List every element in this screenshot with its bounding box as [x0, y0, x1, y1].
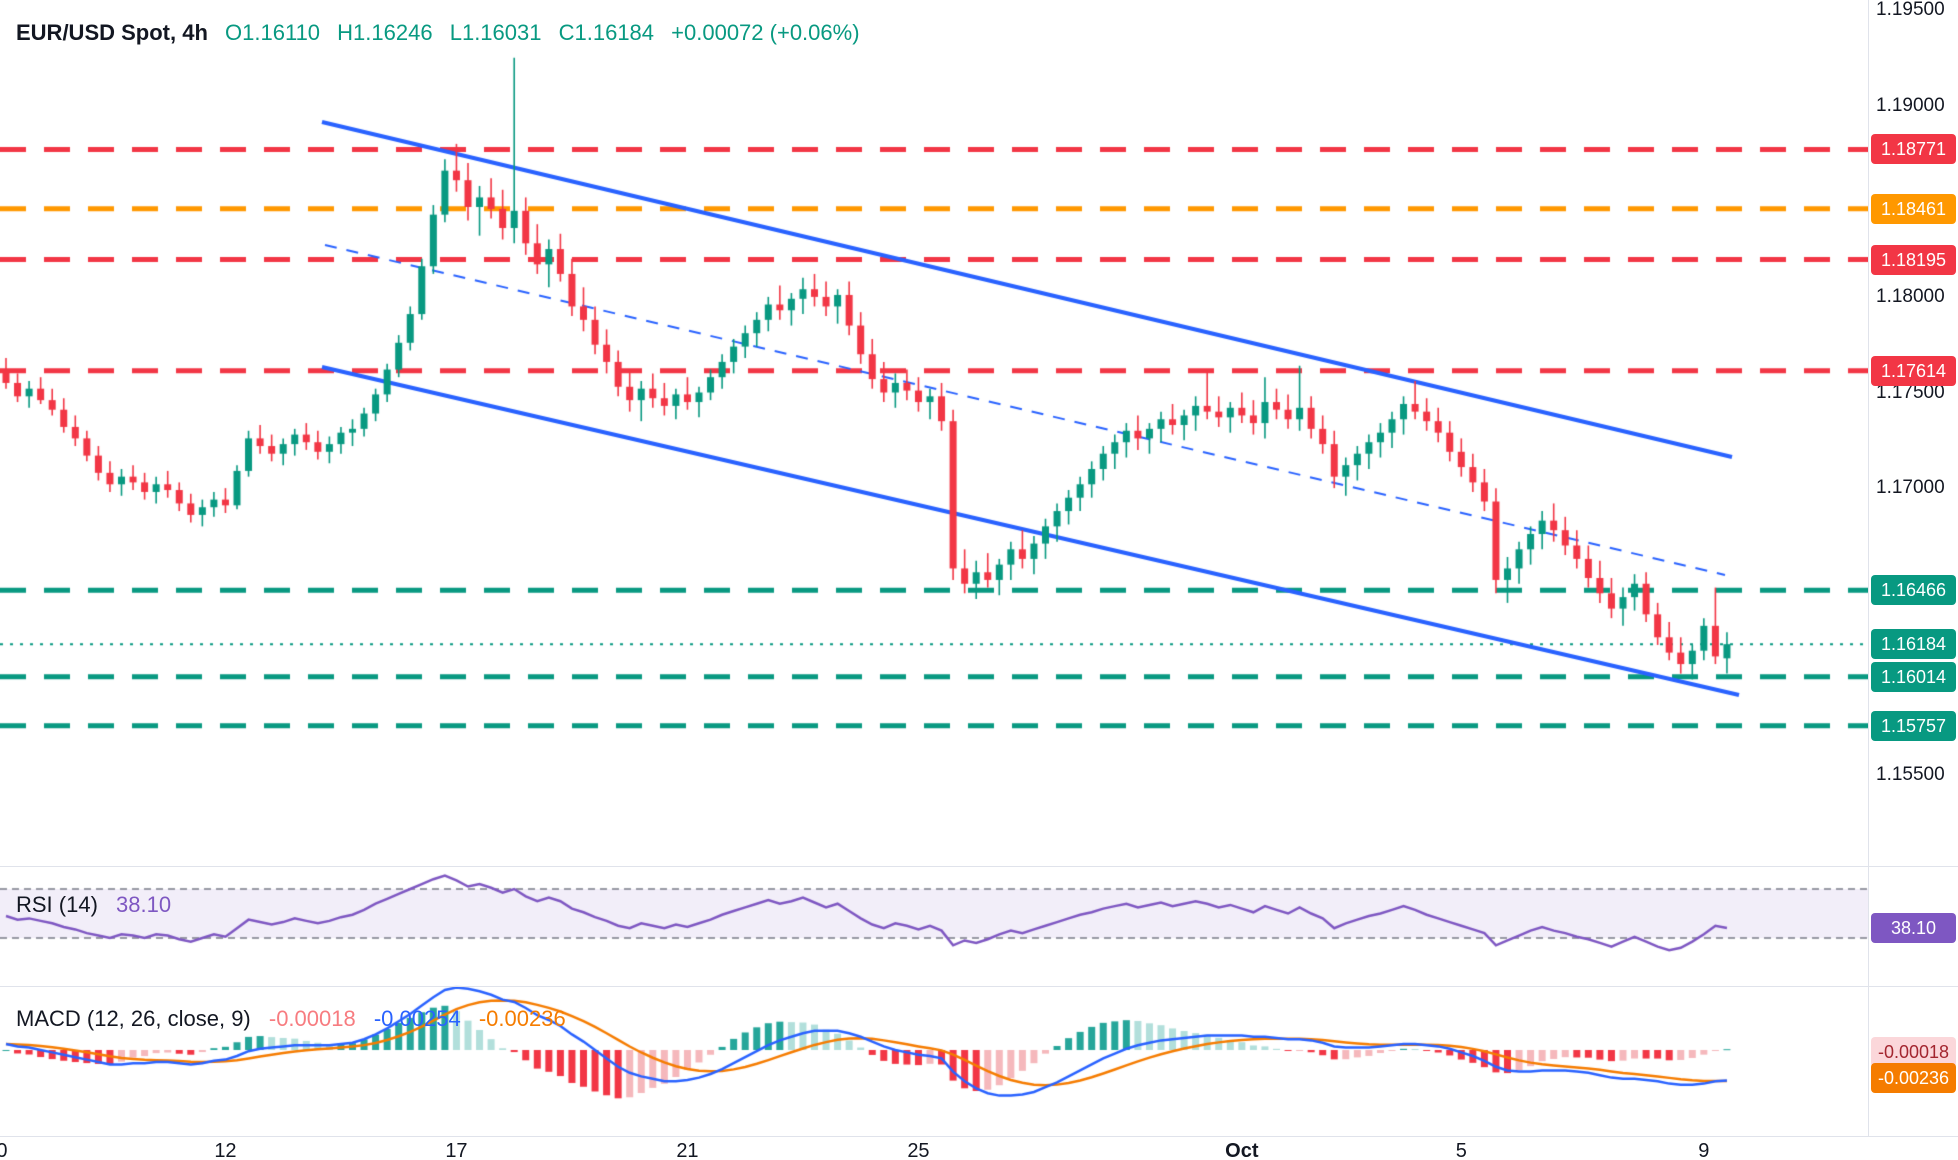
macd-signal-tag: -0.00236	[1871, 1063, 1956, 1094]
price-level-tag: 1.16014	[1871, 661, 1956, 692]
pane-divider[interactable]	[0, 866, 1958, 867]
macd-hist-value: -0.00018	[268, 1006, 356, 1031]
rsi-value-tag: 38.10	[1871, 913, 1956, 944]
price-axis-tick: 1.15500	[1876, 764, 1945, 785]
time-axis-label: 17	[445, 1140, 468, 1160]
price-axis-tick: 1.19500	[1876, 0, 1945, 20]
ohlc-close: C1.16184	[558, 20, 655, 45]
ohlc-open: O1.16110	[225, 20, 321, 45]
price-level-tag: 1.18195	[1871, 244, 1956, 275]
rsi-value: 38.10	[116, 892, 172, 917]
price-axis[interactable]: 1.19500 1.19000 1.18000 1.17500 1.17000 1.155…	[1868, 0, 1958, 1160]
ohlc-high: H1.16246	[337, 20, 433, 45]
time-axis[interactable]: 0 12 17 21 25 Oct 5 9	[0, 1136, 1958, 1160]
price-axis-tick: 1.17000	[1876, 477, 1945, 499]
rsi-title: RSI (14)	[16, 892, 98, 917]
ohlc-low: L1.16031	[449, 20, 542, 45]
time-axis-label: Oct	[1225, 1140, 1259, 1160]
pane-divider[interactable]	[0, 986, 1958, 987]
macd-line-value: -0.00254	[373, 1006, 461, 1031]
price-level-tag: 1.18771	[1871, 134, 1956, 165]
current-price-tag: 1.16184	[1871, 629, 1956, 660]
macd-legend[interactable]: MACD (12, 26, close, 9) -0.00018 -0.0025…	[16, 1006, 566, 1032]
time-axis-label: 0	[0, 1140, 8, 1160]
price-axis-tick: 1.19000	[1876, 94, 1945, 116]
price-level-tag: 1.18461	[1871, 193, 1956, 224]
price-level-tag: 1.15757	[1871, 710, 1956, 741]
time-axis-label: 25	[907, 1140, 930, 1160]
symbol-title: EUR/USD Spot, 4h	[16, 20, 208, 45]
time-axis-label: 21	[676, 1140, 699, 1160]
time-axis-label: 5	[1455, 1140, 1467, 1160]
rsi-legend[interactable]: RSI (14) 38.10	[16, 892, 171, 918]
price-axis-tick: 1.18000	[1876, 285, 1945, 307]
price-axis-tick: 1.17500	[1876, 381, 1945, 403]
price-change: +0.00072 (+0.06%)	[671, 20, 860, 45]
time-axis-label: 12	[214, 1140, 237, 1160]
macd-signal-value: -0.00236	[478, 1006, 566, 1031]
macd-title: MACD (12, 26, close, 9)	[16, 1006, 251, 1031]
price-level-tag: 1.17614	[1871, 355, 1956, 386]
symbol-legend[interactable]: EUR/USD Spot, 4h O1.16110 H1.16246 L1.16…	[16, 20, 860, 46]
price-level-tag: 1.16466	[1871, 575, 1956, 606]
macd-histogram-tag: -0.00018	[1871, 1037, 1956, 1068]
time-axis-label: 9	[1698, 1140, 1710, 1160]
